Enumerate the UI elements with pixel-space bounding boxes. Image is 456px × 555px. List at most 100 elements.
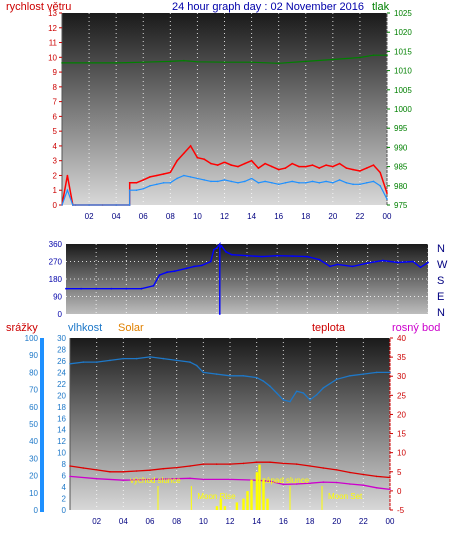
wind-tick-label: 8 bbox=[53, 83, 58, 92]
gust-point bbox=[271, 182, 273, 184]
rain-tick-label: 60 bbox=[29, 403, 38, 412]
rain-tick-label: 70 bbox=[29, 386, 38, 395]
x-tick-label: 16 bbox=[279, 517, 288, 526]
temperature-point bbox=[215, 463, 218, 465]
humidity-point bbox=[242, 375, 245, 377]
direction-point bbox=[366, 262, 369, 264]
humidity-tick-label: 18 bbox=[57, 403, 66, 412]
dewpoint-point bbox=[175, 477, 178, 480]
wind-point bbox=[271, 165, 273, 168]
wind-point bbox=[244, 162, 246, 165]
humidity-point bbox=[315, 394, 318, 396]
direction-point bbox=[246, 254, 248, 257]
wind-tick-label: 11 bbox=[49, 39, 58, 48]
dewpoint-point bbox=[202, 478, 205, 481]
dewpoint-point bbox=[322, 481, 325, 483]
wind-point bbox=[128, 182, 131, 184]
solar-bar bbox=[258, 464, 261, 510]
direction-point bbox=[65, 287, 67, 290]
wind-point bbox=[257, 167, 260, 169]
humidity-point bbox=[322, 387, 325, 389]
humidity-point bbox=[202, 371, 205, 374]
direction-point bbox=[412, 260, 414, 263]
direction-tick-label: 0 bbox=[58, 310, 63, 319]
wind-point bbox=[277, 168, 280, 171]
direction-point bbox=[396, 261, 399, 264]
humidity-point bbox=[149, 356, 151, 358]
rain-axis-label: srážky bbox=[6, 322, 38, 334]
humidity-tick-label: 16 bbox=[57, 414, 66, 423]
wind-point bbox=[359, 170, 361, 172]
rain-tick-label: 0 bbox=[34, 506, 39, 515]
direction-point bbox=[95, 287, 98, 290]
dewpoint-axis-label: rosný bod bbox=[392, 322, 440, 334]
temperature-point bbox=[82, 467, 85, 469]
gust-point bbox=[66, 189, 69, 191]
pressure-point bbox=[250, 61, 253, 63]
rain-tick-label: 80 bbox=[29, 368, 38, 377]
x-tick-label: 18 bbox=[301, 212, 310, 221]
x-tick-label: 12 bbox=[226, 517, 235, 526]
wind-point bbox=[210, 162, 212, 165]
gust-point bbox=[250, 177, 253, 180]
x-tick-label: 14 bbox=[247, 212, 256, 221]
direction-point bbox=[215, 247, 218, 249]
direction-tick-label: 90 bbox=[53, 293, 62, 302]
wind-point bbox=[183, 152, 185, 155]
gust-point bbox=[305, 182, 307, 184]
direction-point bbox=[329, 265, 331, 268]
compass-label: N bbox=[437, 307, 445, 319]
gust-point bbox=[291, 180, 294, 183]
humidity-point bbox=[189, 361, 191, 363]
temperature-point bbox=[202, 463, 205, 465]
wind-tick-label: 12 bbox=[48, 24, 57, 33]
temperature-point bbox=[135, 470, 138, 472]
gust-point bbox=[203, 179, 205, 181]
wind-point bbox=[284, 167, 287, 169]
temperature-tick-label: 35 bbox=[397, 353, 406, 362]
pressure-point bbox=[115, 62, 117, 64]
temperature-tick-label: 0 bbox=[397, 487, 402, 496]
wind-tick-label: 0 bbox=[53, 201, 58, 210]
event-label: východ slunce bbox=[130, 476, 181, 485]
humidity-tick-label: 26 bbox=[57, 357, 66, 366]
wind-point bbox=[237, 165, 239, 168]
dewpoint-point bbox=[295, 483, 298, 485]
solar-bar bbox=[250, 479, 253, 510]
x-tick-label: 06 bbox=[146, 517, 155, 526]
event-label: západ slunce bbox=[262, 476, 310, 485]
wind-point bbox=[305, 165, 307, 168]
direction-point bbox=[212, 248, 215, 251]
x-tick-label: 04 bbox=[119, 517, 128, 526]
solar-bar bbox=[255, 472, 259, 510]
wind-point bbox=[156, 174, 158, 177]
pressure-tick-label: 995 bbox=[394, 124, 408, 133]
temperature-point bbox=[149, 469, 151, 472]
solar-bar bbox=[235, 502, 239, 510]
gust-point bbox=[61, 204, 63, 206]
direction-point bbox=[110, 287, 113, 290]
humidity-point bbox=[269, 385, 271, 388]
temperature-tick-label: 20 bbox=[397, 410, 406, 419]
wind-tick-label: 13 bbox=[48, 9, 57, 18]
wind-tick-label: 6 bbox=[53, 112, 58, 121]
solar-bar bbox=[223, 506, 227, 510]
temperature-point bbox=[162, 467, 165, 470]
direction-point bbox=[173, 270, 176, 273]
dewpoint-point bbox=[229, 478, 231, 481]
pressure-tick-label: 1000 bbox=[394, 105, 412, 114]
dewpoint-point bbox=[95, 477, 98, 480]
wind-point bbox=[196, 156, 199, 159]
temperature-point bbox=[389, 476, 391, 479]
temperature-point bbox=[109, 471, 111, 473]
humidity-plot-area bbox=[70, 338, 390, 510]
x-tick-label: 12 bbox=[220, 212, 229, 221]
gust-point bbox=[372, 180, 375, 183]
humidity-point bbox=[69, 363, 71, 365]
gust-point bbox=[162, 182, 165, 184]
pressure-point bbox=[386, 54, 388, 56]
pressure-tick-label: 985 bbox=[394, 163, 408, 172]
direction-point bbox=[166, 271, 169, 274]
pressure-tick-label: 980 bbox=[394, 182, 408, 191]
